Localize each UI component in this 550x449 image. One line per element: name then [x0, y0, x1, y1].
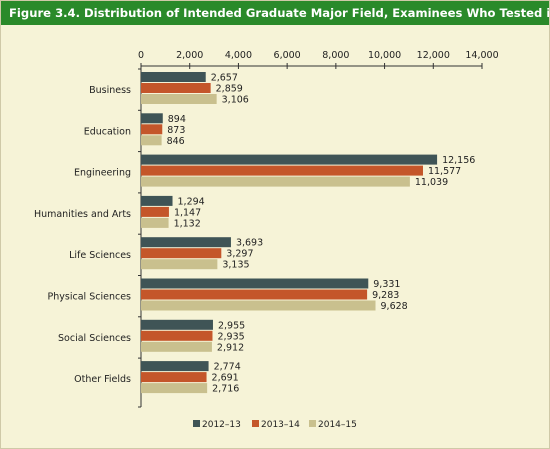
- data-label: 3,106: [222, 95, 249, 106]
- bar: [141, 165, 423, 176]
- bar: [141, 124, 163, 135]
- data-label: 11,039: [415, 177, 448, 188]
- x-tick-label: 2,000: [176, 50, 203, 61]
- data-label: 1,147: [174, 207, 201, 218]
- category-label: Physical Sciences: [48, 292, 131, 303]
- bar: [141, 341, 212, 352]
- data-label: 2,955: [218, 320, 245, 331]
- category-label: Business: [89, 85, 131, 96]
- category-label: Engineering: [74, 168, 131, 179]
- bar: [141, 206, 169, 217]
- bar: [141, 383, 208, 394]
- data-label: 2,859: [216, 84, 243, 95]
- category-label: Humanities and Arts: [34, 209, 131, 220]
- bar: [141, 83, 211, 93]
- data-label: 2,912: [217, 342, 244, 353]
- x-tick-label: 14,000: [465, 50, 498, 61]
- category-label: Other Fields: [74, 374, 131, 385]
- data-label: 846: [167, 136, 185, 147]
- data-label: 3,135: [222, 260, 249, 271]
- bar: [141, 135, 162, 146]
- bar: [141, 113, 163, 124]
- bar: [141, 372, 207, 383]
- data-label: 2,691: [212, 373, 239, 384]
- bar: [141, 176, 410, 187]
- bar: [141, 300, 376, 311]
- data-label: 11,577: [428, 166, 461, 177]
- data-label: 894: [168, 114, 186, 125]
- bar: [141, 361, 209, 372]
- legend-label: 2013–14: [261, 420, 300, 430]
- x-tick-label: 8,000: [322, 50, 349, 61]
- category-label: Life Sciences: [69, 250, 131, 261]
- bar: [141, 330, 213, 341]
- x-tick-label: 10,000: [368, 50, 401, 61]
- data-label: 3,297: [226, 249, 253, 260]
- bar: [141, 248, 222, 259]
- data-label: 2,716: [212, 384, 239, 395]
- data-label: 9,628: [381, 301, 408, 312]
- bar: [141, 278, 369, 289]
- data-label: 12,156: [442, 155, 475, 166]
- x-tick-label: 12,000: [417, 50, 450, 61]
- legend-swatch: [252, 420, 259, 427]
- bar: [141, 195, 173, 206]
- data-label: 1,132: [174, 218, 201, 229]
- category-label: Social Sciences: [58, 333, 131, 344]
- bar: [141, 217, 169, 228]
- data-label: 1,294: [178, 196, 205, 207]
- x-tick-label: 6,000: [274, 50, 301, 61]
- bar: [141, 289, 368, 300]
- x-tick-label: 4,000: [225, 50, 252, 61]
- bar: [141, 259, 218, 270]
- data-label: 2,774: [214, 362, 241, 373]
- data-label: 9,331: [373, 279, 400, 290]
- legend-swatch: [309, 420, 316, 427]
- bar: [141, 319, 213, 330]
- legend-label: 2012–13: [202, 420, 241, 430]
- data-label: 2,935: [217, 331, 244, 342]
- legend-swatch: [193, 420, 200, 427]
- category-label: Education: [84, 126, 131, 137]
- bar: [141, 237, 231, 248]
- x-tick-label: 0: [138, 50, 144, 61]
- data-label: 873: [167, 125, 185, 136]
- bar: [141, 94, 217, 104]
- data-label: 9,283: [372, 290, 399, 301]
- bar: [141, 72, 206, 82]
- data-label: 2,657: [211, 73, 238, 84]
- chart-title: Figure 3.4. Distribution of Intended Gra…: [1, 1, 549, 25]
- legend-label: 2014–15: [318, 420, 357, 430]
- data-label: 3,693: [236, 238, 263, 249]
- bar: [141, 154, 438, 165]
